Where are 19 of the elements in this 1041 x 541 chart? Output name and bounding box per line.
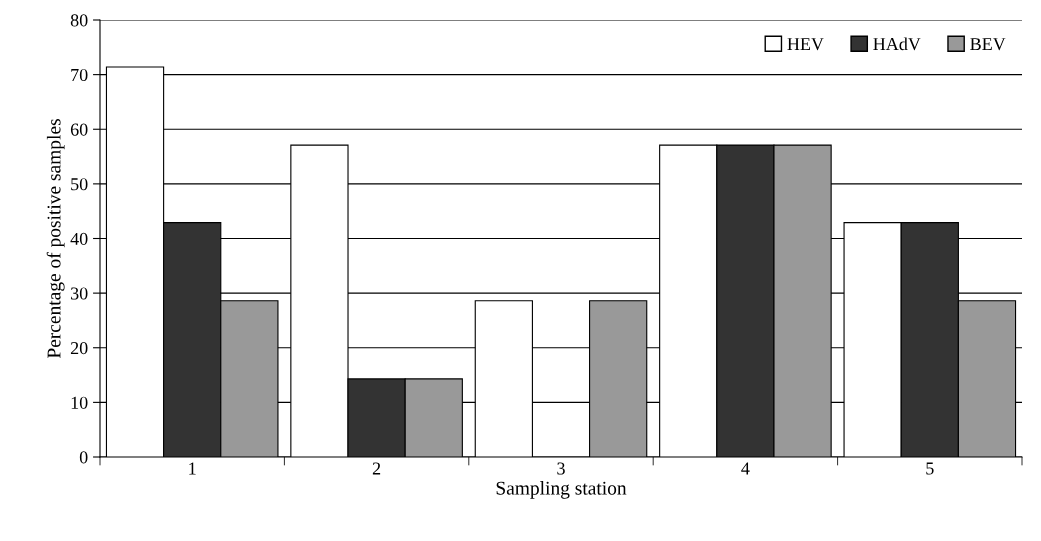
- y-tick-label: 40: [70, 232, 88, 245]
- y-tick-label: 30: [71, 287, 88, 300]
- y-tick-label: 70: [71, 68, 88, 82]
- x-tick-label: 5: [926, 462, 934, 475]
- x-tick-label: 1: [189, 462, 196, 475]
- y-tick-label: 60: [70, 123, 88, 136]
- y-tick-label: 50: [71, 178, 88, 191]
- y-axis-title: Percentage of positive samples: [46, 119, 65, 359]
- x-tick-label: 2: [372, 462, 381, 475]
- x-axis-title: Sampling station: [496, 481, 627, 499]
- y-tick-label: 0: [79, 451, 88, 464]
- x-tick-label: 4: [741, 462, 750, 475]
- legend-label: HEV: [787, 38, 824, 51]
- legend-label: HAdV: [873, 37, 921, 51]
- y-tick-label: 80: [70, 14, 88, 27]
- y-tick-label: 10: [71, 396, 88, 409]
- x-tick-label: 3: [557, 462, 565, 475]
- legend-label: BEV: [970, 38, 1006, 51]
- y-tick-label: 20: [70, 342, 88, 355]
